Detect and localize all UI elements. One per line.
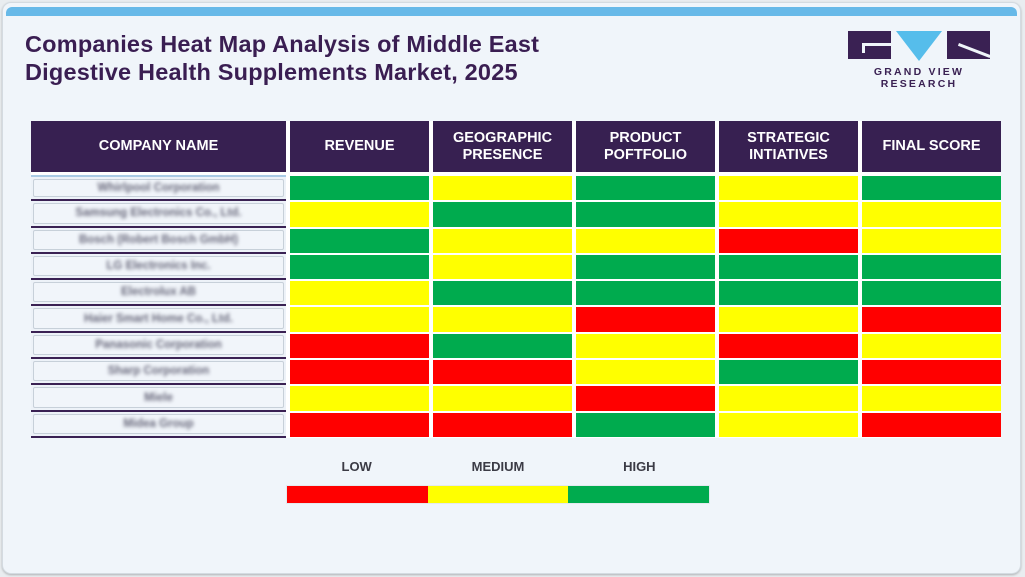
heat-cell-medium	[862, 227, 1001, 254]
heat-cell-high	[576, 175, 715, 202]
legend-swatch-low	[287, 486, 428, 503]
company-name-text: Whirlpool Corporation	[97, 182, 220, 195]
logo-g-block-icon	[848, 31, 891, 59]
heat-cell-high	[290, 227, 429, 254]
company-name-text: LG Electronics Inc.	[106, 260, 211, 273]
heatmap-legend: LOW MEDIUM HIGH	[286, 459, 710, 504]
heat-cell-medium	[433, 175, 572, 202]
page-title: Companies Heat Map Analysis of Middle Ea…	[25, 30, 725, 86]
legend-swatch-medium	[427, 486, 569, 503]
company-name-text: Sharp Corporation	[107, 365, 210, 378]
heat-cell-high	[433, 332, 572, 360]
company-name-text: Midea Group	[123, 417, 194, 430]
company-name-cell: Midea Group	[31, 411, 286, 438]
heat-cell-high	[862, 253, 1001, 281]
legend-label-medium: MEDIUM	[471, 459, 525, 474]
heat-cell-medium	[576, 227, 715, 254]
heat-cell-high	[576, 201, 715, 228]
heat-cell-low	[290, 332, 429, 360]
legend-labels: LOW MEDIUM HIGH	[286, 459, 710, 474]
heat-cell-medium	[433, 385, 572, 412]
heat-cell-high	[576, 280, 715, 307]
heat-cell-high	[862, 280, 1001, 307]
heat-cell-high	[290, 253, 429, 281]
legend-label-low: LOW	[341, 459, 372, 474]
heat-cell-low	[290, 411, 429, 438]
column-header-product-poftfolio: PRODUCT POFTFOLIO	[576, 121, 715, 175]
heat-cell-medium	[719, 385, 858, 412]
logo-brand-text: GRAND VIEW RESEARCH	[873, 66, 965, 90]
heat-cell-medium	[862, 385, 1001, 412]
heat-cell-medium	[290, 385, 429, 412]
heat-cell-medium	[290, 280, 429, 307]
company-name-text: Bosch (Robert Bosch GmbH)	[78, 233, 239, 246]
column-header-final-score: FINAL SCORE	[862, 121, 1001, 175]
heat-cell-medium	[576, 332, 715, 360]
heat-cell-medium	[719, 175, 858, 202]
legend-color-bar	[286, 485, 710, 504]
heat-cell-medium	[433, 227, 572, 254]
heat-cell-low	[576, 306, 715, 333]
heat-cell-medium	[719, 306, 858, 333]
heat-cell-medium	[290, 306, 429, 333]
company-name-cell: Whirlpool Corporation	[31, 175, 286, 202]
logo-v-triangle-icon	[896, 31, 942, 61]
company-name-cell: Miele	[31, 385, 286, 412]
page-title-line1: Companies Heat Map Analysis of Middle Ea…	[25, 31, 540, 57]
column-header-strategic-intiatives: STRATEGIC INTIATIVES	[719, 121, 858, 175]
heat-cell-medium	[576, 359, 715, 386]
company-name-cell: LG Electronics Inc.	[31, 253, 286, 281]
page-title-line2: Digestive Health Supplements Market, 202…	[25, 59, 518, 85]
heat-cell-low	[862, 411, 1001, 438]
company-name-text: Electrolux AB	[121, 286, 196, 299]
heat-cell-high	[433, 280, 572, 307]
heat-cell-low	[433, 411, 572, 438]
column-header-company-name: COMPANY NAME	[31, 121, 286, 175]
gvr-logo-marks	[845, 31, 993, 62]
heat-cell-low	[290, 359, 429, 386]
top-accent-bar	[6, 7, 1017, 16]
gvr-logo: GRAND VIEW RESEARCH	[845, 31, 993, 90]
company-name-cell: Samsung Electronics Co., Ltd.	[31, 201, 286, 228]
heat-cell-high	[862, 175, 1001, 202]
heat-cell-low	[862, 306, 1001, 333]
company-name-cell: Bosch (Robert Bosch GmbH)	[31, 227, 286, 254]
company-name-text: Miele	[144, 391, 173, 404]
heat-cell-medium	[433, 306, 572, 333]
heat-cell-low	[719, 332, 858, 360]
legend-label-high: HIGH	[623, 459, 656, 474]
heat-cell-high	[719, 280, 858, 307]
logo-r-block-icon	[947, 31, 991, 59]
column-header-revenue: REVENUE	[290, 121, 429, 175]
heat-cell-low	[433, 359, 572, 386]
company-name-text: Samsung Electronics Co., Ltd.	[75, 207, 242, 220]
column-header-geographic-presence: GEOGRAPHIC PRESENCE	[433, 121, 572, 175]
heat-cell-low	[862, 359, 1001, 386]
heat-cell-medium	[862, 332, 1001, 360]
heat-cell-medium	[290, 201, 429, 228]
heat-cell-high	[576, 411, 715, 438]
heat-cell-high	[576, 253, 715, 281]
heat-cell-high	[719, 359, 858, 386]
company-name-cell: Panasonic Corporation	[31, 332, 286, 360]
heat-cell-medium	[433, 253, 572, 281]
company-name-text: Panasonic Corporation	[95, 338, 222, 351]
heat-cell-medium	[719, 201, 858, 228]
heatmap-table: COMPANY NAME REVENUE GEOGRAPHIC PRESENCE PR…	[31, 121, 1001, 438]
legend-swatch-high	[568, 486, 709, 503]
heat-cell-low	[719, 227, 858, 254]
heat-cell-low	[576, 385, 715, 412]
company-name-cell: Electrolux AB	[31, 280, 286, 307]
company-name-text: Haier Smart Home Co., Ltd.	[84, 312, 233, 325]
heat-cell-high	[719, 253, 858, 281]
company-name-cell: Haier Smart Home Co., Ltd.	[31, 306, 286, 333]
heat-cell-high	[290, 175, 429, 202]
company-name-cell: Sharp Corporation	[31, 359, 286, 386]
heat-cell-medium	[862, 201, 1001, 228]
heat-cell-high	[433, 201, 572, 228]
heat-cell-medium	[719, 411, 858, 438]
